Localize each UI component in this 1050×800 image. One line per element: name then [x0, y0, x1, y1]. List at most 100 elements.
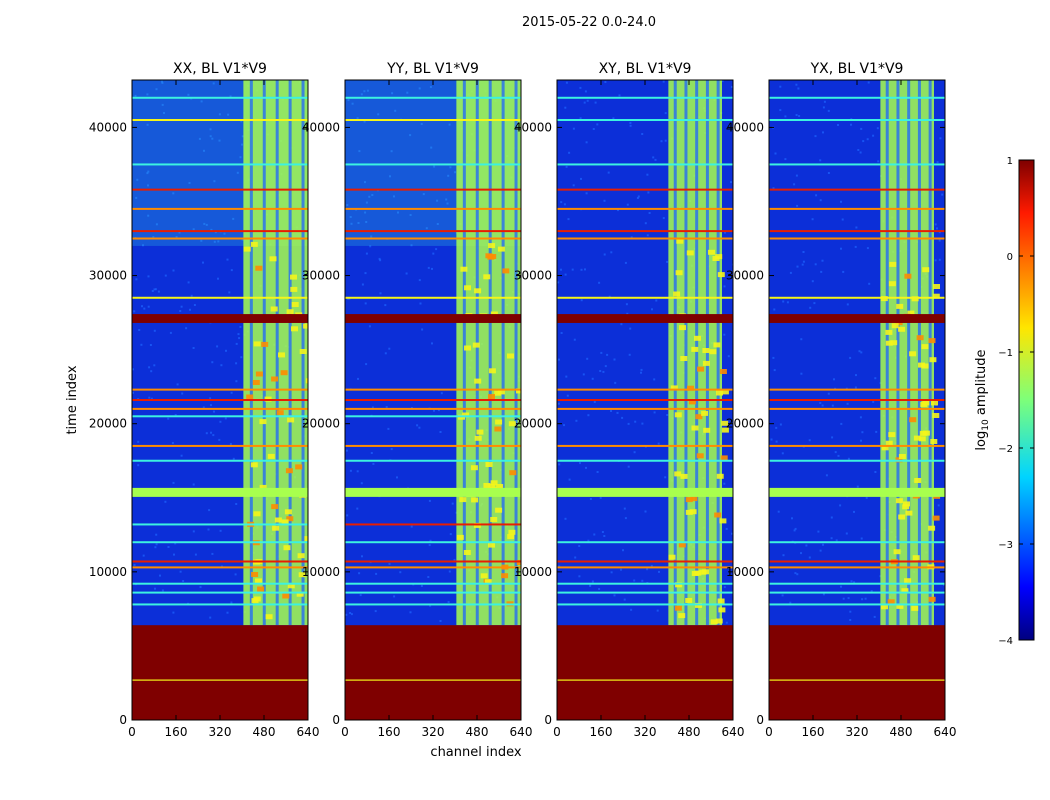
heatmap-noise-cell [138, 329, 141, 331]
heatmap-noise-cell [644, 222, 647, 225]
heatmap-noise-cell [840, 247, 842, 250]
heatmap-noise-cell [840, 585, 842, 588]
heatmap-noise-cell [646, 234, 649, 237]
rfi-hot-cell [685, 497, 693, 503]
rfi-hot-cell [697, 366, 705, 372]
heatmap-noise-cell [418, 87, 421, 90]
rfi-time-line [557, 560, 733, 563]
rfi-time-line [769, 96, 945, 99]
heatmap-noise-cell [225, 349, 227, 352]
heatmap-noise-cell [137, 440, 140, 443]
heatmap-noise-cell [149, 344, 152, 346]
rfi-hot-cell [488, 394, 495, 400]
heatmap-noise-cell [349, 612, 352, 614]
rfi-hot-cell [717, 272, 725, 278]
rfi-time-line [345, 207, 521, 210]
heatmap-noise-cell [356, 117, 359, 120]
heatmap-noise-cell [798, 115, 801, 117]
heatmap-noise-cell [359, 594, 362, 597]
rfi-time-line [132, 96, 308, 99]
heatmap-noise-cell [241, 143, 243, 146]
rfi-time-line [557, 487, 733, 497]
rfi-hot-cell [255, 265, 263, 271]
heatmap-noise-cell [725, 621, 728, 624]
rfi-hot-cell [710, 619, 718, 625]
heatmap-noise-cell [602, 370, 605, 373]
rfi-hot-cell [907, 310, 915, 316]
heatmap-noise-cell [842, 270, 845, 273]
rfi-hot-cell [689, 509, 697, 515]
heatmap-noise-cell [566, 394, 569, 397]
heatmap-noise-cell [181, 392, 184, 395]
heatmap-noise-cell [578, 575, 581, 578]
heatmap-noise-cell [624, 517, 627, 520]
heatmap-noise-cell [813, 302, 816, 305]
rfi-time-line [345, 541, 521, 544]
heatmap-noise-cell [449, 166, 452, 169]
rfi-hot-cell [918, 436, 926, 442]
heatmap-noise-cell [845, 532, 848, 535]
heatmap-noise-cell [646, 568, 649, 571]
rfi-hot-cell [303, 323, 308, 329]
heatmap-noise-cell [589, 585, 592, 587]
rfi-time-line [557, 163, 733, 166]
heatmap-noise-cell [625, 303, 628, 306]
heatmap-noise-cell [388, 347, 391, 350]
heatmap-noise-cell [219, 529, 222, 532]
rfi-hot-cell [675, 270, 683, 276]
heatmap-noise-cell [943, 583, 945, 586]
heatmap-noise-cell [623, 507, 626, 510]
panel-title: YY, BL V1*V9 [386, 61, 479, 77]
rfi-stripe [488, 80, 492, 626]
heatmap-noise-cell [379, 259, 382, 262]
rfi-time-line [345, 566, 521, 569]
heatmap-panel: YX, BL V1*V9 0 160 320 480 640 0 10000 20000 3000… [726, 61, 957, 739]
heatmap-noise-cell [618, 94, 621, 97]
heatmap-noise-cell [837, 124, 839, 126]
x-tick-label: 320 [634, 725, 657, 739]
rfi-stripe [475, 80, 479, 626]
rfi-hot-cell [299, 349, 307, 354]
rfi-time-line [132, 566, 308, 569]
rfi-hot-cell [691, 346, 699, 352]
rfi-time-line [132, 399, 308, 401]
rfi-time-line [769, 188, 945, 191]
heatmap-noise-cell [644, 510, 647, 513]
heatmap-noise-cell [234, 573, 237, 576]
rfi-time-line [769, 444, 945, 447]
heatmap-noise-cell [147, 170, 150, 173]
heatmap-noise-cell [572, 184, 575, 187]
heatmap-noise-cell [409, 611, 412, 614]
heatmap-noise-cell [939, 137, 942, 140]
heatmap-noise-cell [936, 227, 938, 230]
rfi-hot-cell [896, 603, 904, 609]
heatmap-noise-cell [723, 586, 726, 589]
x-tick-label: 160 [378, 725, 401, 739]
rfi-hot-cell [295, 464, 303, 470]
heatmap-noise-cell [420, 585, 423, 587]
heatmap-noise-cell [723, 285, 726, 288]
heatmap-noise-cell [805, 544, 808, 547]
colorbar-tick-label: −1 [998, 348, 1013, 359]
rfi-time-line [132, 407, 308, 410]
rfi-time-line [769, 399, 945, 401]
heatmap-noise-cell [662, 217, 665, 220]
rfi-time-line [132, 459, 308, 462]
heatmap-noise-cell [360, 482, 363, 485]
rfi-time-line [769, 296, 945, 299]
heatmap-panel: YY, BL V1*V9 0 160 320 480 640 0 10000 20000 3000… [302, 61, 533, 739]
heatmap-noise-cell [235, 342, 238, 345]
rfi-hot-cell [497, 246, 505, 252]
rfi-hot-cell [889, 261, 897, 267]
rfi-hot-cell [676, 238, 684, 244]
heatmap-noise-cell [620, 323, 623, 326]
rfi-hot-cell [253, 341, 261, 347]
rfi-stripe [262, 80, 266, 626]
rfi-time-line [132, 487, 308, 497]
rfi-hot-cell [922, 267, 930, 273]
heatmap-noise-cell [199, 586, 202, 589]
heatmap-noise-cell [565, 375, 568, 378]
heatmap-noise-cell [875, 430, 878, 433]
heatmap-noise-cell [374, 610, 377, 613]
heatmap-noise-cell [385, 406, 388, 408]
